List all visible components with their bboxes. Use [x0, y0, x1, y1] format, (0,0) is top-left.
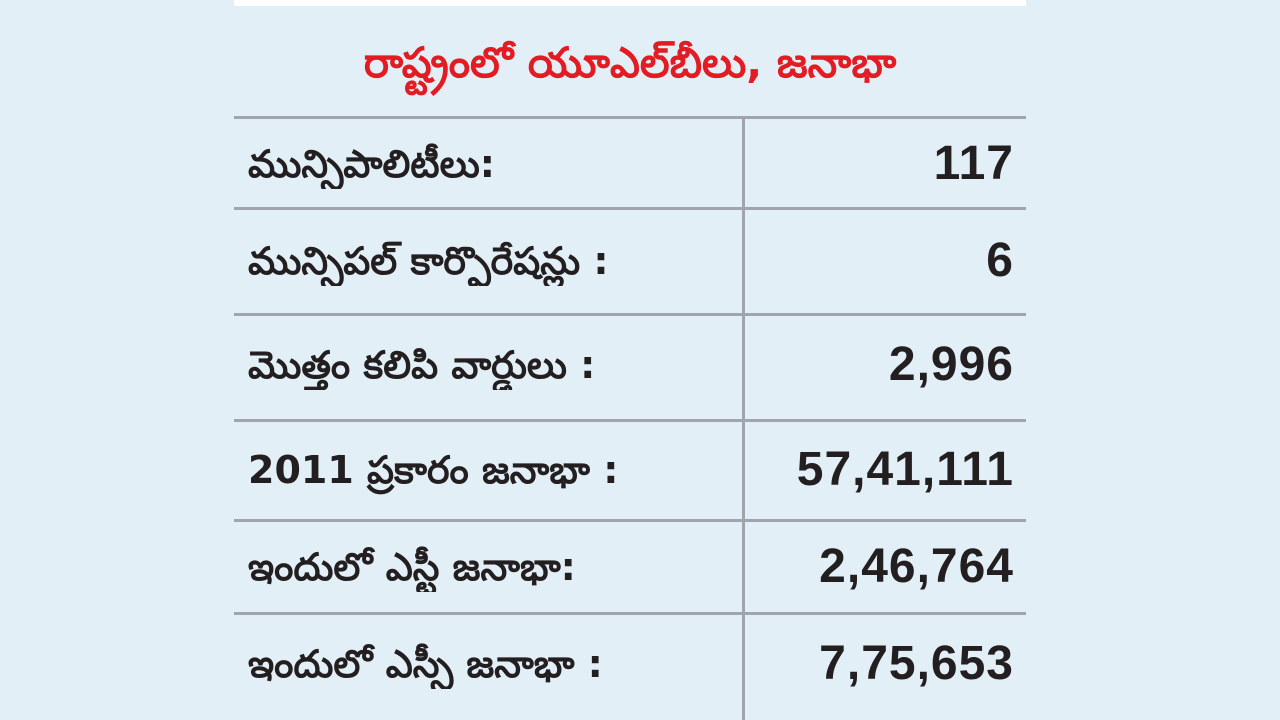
table-row: మున్సిపల్‌ కార్పొరేషన్లు : 6: [234, 210, 1026, 313]
row-value: 2,46,764: [819, 540, 1014, 593]
row-divider: [234, 612, 1026, 615]
table-row: 2011 ప్రకారం జనాభా : 57,41,111: [234, 422, 1026, 519]
row-value: 57,41,111: [796, 443, 1014, 496]
row-label: ఇందులో ఎస్టీ జనాభా:: [248, 545, 576, 589]
row-label: 2011 ప్రకారం జనాభా :: [248, 448, 619, 492]
top-strip: [234, 0, 1026, 6]
table-row: మొత్తం కలిపి వార్డులు : 2,996: [234, 316, 1026, 419]
table-row: ఇందులో ఎస్టీ జనాభా: 2,46,764: [234, 522, 1026, 612]
info-card: రాష్ట్రంలో యూఎల్‌బీలు, జనాభా మున్సిపాలిట…: [234, 0, 1026, 720]
row-label: మున్సిపల్‌ కార్పొరేషన్లు :: [248, 239, 609, 283]
row-label: మొత్తం కలిపి వార్డులు :: [248, 343, 596, 387]
row-value: 6: [986, 234, 1014, 287]
row-value: 2,996: [888, 338, 1014, 391]
page-title: రాష్ట్రంలో యూఎల్‌బీలు, జనాభా: [363, 38, 897, 87]
row-label: ఇందులో ఎస్సీ జనాభా :: [248, 642, 603, 686]
table-row: మున్సిపాలిటీలు: 117: [234, 119, 1026, 207]
row-divider: [234, 519, 1026, 522]
row-label: మున్సిపాలిటీలు:: [248, 142, 495, 186]
row-divider: [234, 419, 1026, 422]
row-value: 117: [933, 137, 1014, 190]
row-value: 7,75,653: [819, 637, 1014, 690]
row-divider: [234, 116, 1026, 119]
row-divider: [234, 207, 1026, 210]
table-row: ఇందులో ఎస్సీ జనాభా : 7,75,653: [234, 615, 1026, 720]
row-divider: [234, 313, 1026, 316]
column-divider: [742, 116, 745, 720]
